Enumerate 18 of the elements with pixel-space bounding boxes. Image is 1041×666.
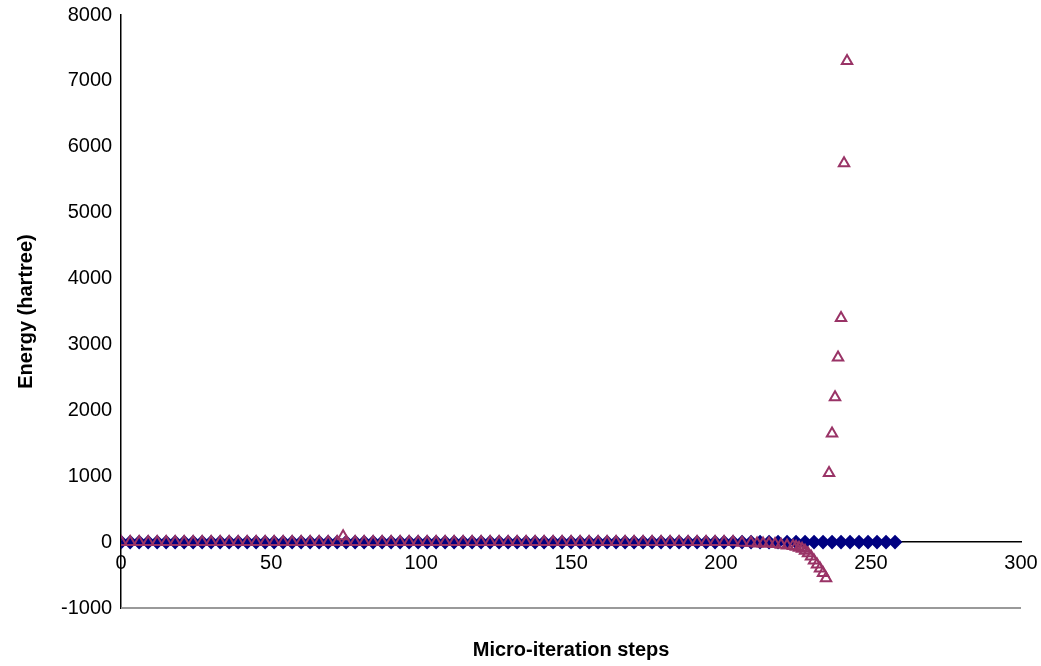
y-tick-label: 5000 — [67, 200, 113, 223]
y-tick-label: 6000 — [67, 134, 113, 157]
x-tick-label: 50 — [260, 550, 283, 573]
y-tick-label: 4000 — [67, 266, 113, 289]
x-tick-label: 250 — [854, 550, 888, 573]
y-tick-label: 8000 — [67, 2, 113, 25]
x-tick-label: 200 — [704, 550, 738, 573]
y-tick-label: 0 — [101, 529, 113, 552]
y-tick-label: -1000 — [61, 595, 113, 618]
x-axis-title: Micro-iteration steps — [472, 637, 670, 660]
x-tick-label: 100 — [404, 550, 438, 573]
y-axis-title: Energy (hartree) — [13, 234, 36, 389]
y-tick-label: 7000 — [67, 68, 113, 91]
y-tick-label: 1000 — [67, 463, 113, 486]
y-tick-label: 3000 — [67, 331, 113, 354]
y-tick-label: 2000 — [67, 397, 113, 420]
x-tick-label: 300 — [1004, 550, 1038, 573]
x-tick-label: 150 — [554, 550, 588, 573]
